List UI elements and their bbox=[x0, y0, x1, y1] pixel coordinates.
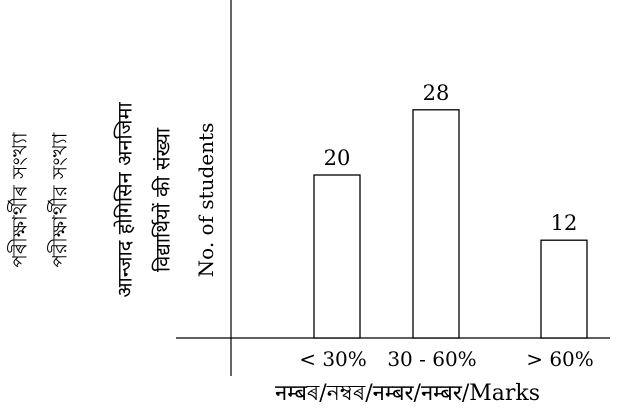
x-axis-label: नम्बৰ/নম্বৰ/नम्बर/नम्बर/Marks bbox=[275, 381, 541, 406]
x-tick-label-3: > 60% bbox=[526, 347, 594, 371]
data-label-2: 28 bbox=[423, 81, 450, 105]
bar-2 bbox=[412, 109, 460, 339]
data-label-3: 12 bbox=[551, 211, 578, 235]
bar-1 bbox=[313, 174, 361, 339]
x-tick-label-2: 30 - 60% bbox=[387, 347, 476, 371]
data-label-1: 20 bbox=[324, 146, 351, 170]
bar-3 bbox=[540, 239, 588, 339]
x-tick-label-1: < 30% bbox=[299, 347, 367, 371]
